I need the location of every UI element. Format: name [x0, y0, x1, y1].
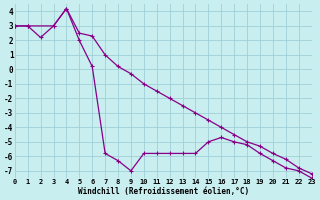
X-axis label: Windchill (Refroidissement éolien,°C): Windchill (Refroidissement éolien,°C)	[78, 187, 249, 196]
